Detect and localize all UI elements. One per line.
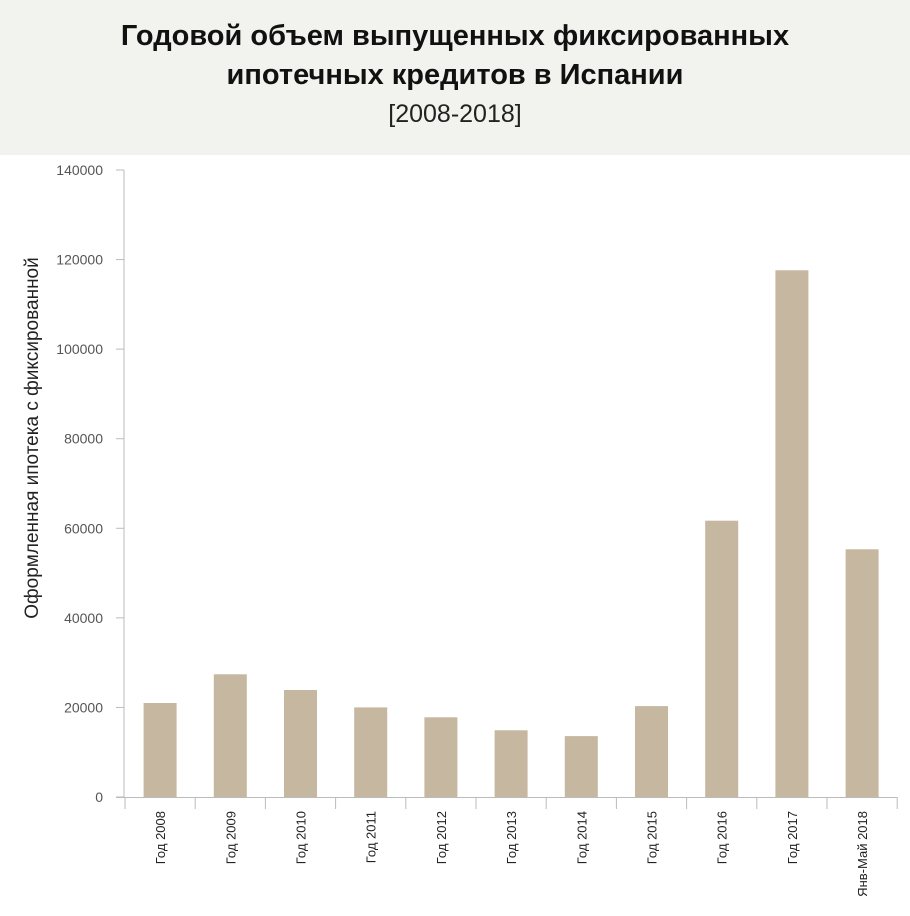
x-tick-label: Год 2016 <box>715 811 730 864</box>
axes-group: 0 20000 40000 60000 80000 100000 120000 140000 Г… <box>56 162 898 897</box>
bar-2 <box>213 674 247 797</box>
y-tick-label: 20000 <box>64 699 103 715</box>
bars-group <box>143 270 879 797</box>
bar-6 <box>494 730 528 797</box>
bar-3 <box>284 690 317 797</box>
x-tick-label: Год 2015 <box>645 811 660 864</box>
x-tick-label: Год 2014 <box>574 811 589 864</box>
y-tick-label: 120000 <box>56 252 103 268</box>
x-tick-label: Год 2017 <box>785 811 800 864</box>
x-tick-label: Год 2011 <box>364 811 379 863</box>
y-tick-label: 60000 <box>64 520 103 536</box>
bar-11 <box>845 549 879 797</box>
bar-5 <box>424 717 458 797</box>
y-tick-label: 140000 <box>56 162 103 178</box>
y-tick-label: 40000 <box>64 610 103 626</box>
bar-9 <box>705 520 739 797</box>
bar-10 <box>775 270 809 797</box>
x-tick-label: Год 2013 <box>504 811 519 864</box>
y-tick-label: 0 <box>95 789 103 805</box>
chart-title-line-1: Годовой объем выпущенных фиксированных <box>120 20 790 52</box>
bar-1 <box>143 703 177 797</box>
y-tick-label: 100000 <box>56 341 103 357</box>
chart-header: Годовой объем выпущенных фиксированных и… <box>0 0 910 155</box>
bar-4 <box>354 707 388 797</box>
chart-subtitle: [2008-2018] <box>388 100 522 128</box>
x-tick-label: Год 2009 <box>223 811 238 864</box>
bar-7 <box>564 736 598 797</box>
y-tick-label: 80000 <box>64 431 103 447</box>
x-tick-label: Год 2010 <box>294 811 309 864</box>
x-tick-label: Янв-Май 2018 <box>855 811 870 897</box>
bar-8 <box>635 706 668 797</box>
y-axis-label: Оформленная ипотека с фиксированной <box>22 257 43 618</box>
chart-title-line-2: ипотечных кредитов в Испании <box>226 59 684 91</box>
x-tick-label: Год 2008 <box>153 811 168 864</box>
x-tick-label: Год 2012 <box>434 811 449 864</box>
